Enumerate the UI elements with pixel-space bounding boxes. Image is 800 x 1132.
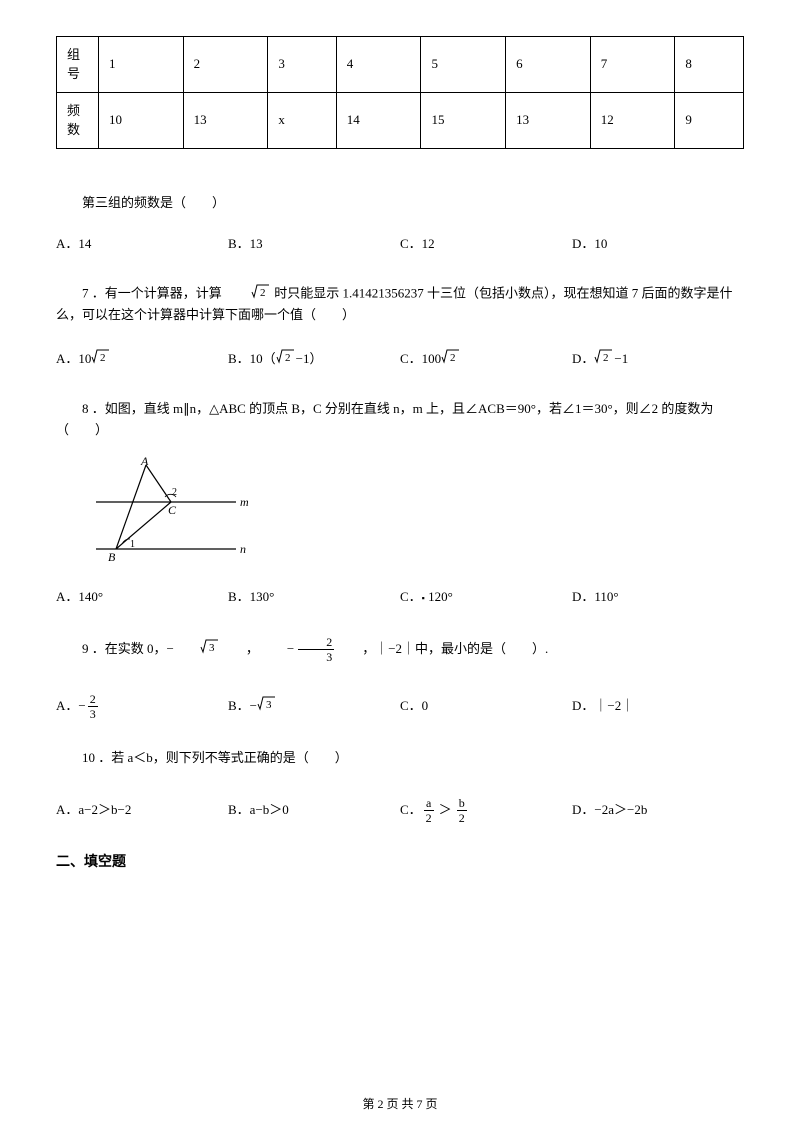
- q7-stem: 7 ．有一个计算器，计算 2 时只能显示 1.41421356237 十三位（包…: [56, 283, 744, 327]
- svg-text:m: m: [240, 495, 249, 509]
- cell: 9: [675, 93, 744, 149]
- option-a: A． − 23: [56, 693, 228, 720]
- svg-text:2: 2: [285, 352, 291, 364]
- q6-options: A．14 B．13 C．12 D．10: [56, 234, 744, 255]
- sqrt2-icon: 2: [276, 348, 296, 371]
- sqrt2-icon: 2: [441, 348, 461, 371]
- option-c: C．100 2: [400, 348, 572, 371]
- sqrt2-icon: 2: [225, 283, 271, 306]
- option-b: B．a−b＞0: [228, 797, 400, 824]
- option-a: A．14: [56, 234, 228, 255]
- svg-text:C: C: [168, 503, 177, 517]
- triangle-diagram-icon: A B C m n 1 2: [86, 457, 256, 567]
- q7-options: A．10 2 B．10（ 2 −1） C．100 2 D． 2 −1: [56, 348, 744, 371]
- cell: 3: [268, 37, 336, 93]
- fraction-icon: 23: [298, 636, 334, 663]
- table-row: 频数 10 13 x 14 15 13 12 9: [57, 93, 744, 149]
- option-c: C． a2 ＞ b2: [400, 797, 572, 824]
- cell: 7: [590, 37, 675, 93]
- cell: 4: [336, 37, 421, 93]
- cell: 1: [99, 37, 184, 93]
- option-c: C．0: [400, 693, 572, 720]
- sqrt3-icon: 3: [257, 695, 277, 718]
- svg-text:2: 2: [603, 352, 609, 364]
- option-a: A．10 2: [56, 348, 228, 371]
- option-a: A．a−2＞b−2: [56, 797, 228, 824]
- svg-text:B: B: [108, 550, 116, 564]
- option-c: C．▪ 120°: [400, 587, 572, 608]
- cell: 15: [421, 93, 506, 149]
- q9-options: A． − 23 B．− 3 C．0 D．｜−2｜: [56, 693, 744, 720]
- cell: 13: [183, 93, 268, 149]
- cell: 6: [506, 37, 591, 93]
- svg-text:2: 2: [260, 287, 266, 299]
- cell: 12: [590, 93, 675, 149]
- fraction-icon: 23: [88, 693, 98, 720]
- fraction-icon: b2: [457, 797, 467, 824]
- q10-stem: 10 ．若 a＜b，则下列不等式正确的是（ ）: [56, 748, 744, 769]
- svg-text:1: 1: [130, 539, 135, 550]
- svg-text:2: 2: [450, 352, 456, 364]
- svg-text:3: 3: [266, 699, 272, 711]
- svg-text:A: A: [140, 457, 149, 468]
- q8-stem: 8 ．如图，直线 m∥n，△ABC 的顶点 B，C 分别在直线 n，m 上，且∠…: [56, 399, 744, 441]
- sqrt2-icon: 2: [91, 348, 111, 371]
- cell: 14: [336, 93, 421, 149]
- q8-options: A．140° B．130° C．▪ 120° D．110°: [56, 587, 744, 608]
- q10-options: A．a−2＞b−2 B．a−b＞0 C． a2 ＞ b2 D．−2a＞−2b: [56, 797, 744, 824]
- fraction-icon: a2: [424, 797, 434, 824]
- cell: x: [268, 93, 336, 149]
- option-d: D． 2 −1: [572, 348, 744, 371]
- option-b: B．13: [228, 234, 400, 255]
- option-d: D．10: [572, 234, 744, 255]
- svg-text:3: 3: [209, 642, 215, 654]
- cell: 10: [99, 93, 184, 149]
- option-b: B．10（ 2 −1）: [228, 348, 400, 371]
- option-a: A．140°: [56, 587, 228, 608]
- svg-text:2: 2: [100, 352, 106, 364]
- option-d: D．−2a＞−2b: [572, 797, 744, 824]
- option-b: B．− 3: [228, 693, 400, 720]
- option-b: B．130°: [228, 587, 400, 608]
- q8-diagram: A B C m n 1 2: [86, 457, 744, 574]
- cell: 8: [675, 37, 744, 93]
- option-c: C．12: [400, 234, 572, 255]
- section-fill-blank-title: 二、填空题: [56, 852, 744, 874]
- sqrt3-icon: 3: [174, 638, 220, 661]
- q9-stem: 9 ．在实数 0，− 3 ， − 23 ，｜−2｜中，最小的是（ ）.: [56, 636, 744, 663]
- cell: 2: [183, 37, 268, 93]
- cell: 13: [506, 93, 591, 149]
- page-footer: 第 2 页 共 7 页: [0, 1095, 800, 1114]
- option-d: D．｜−2｜: [572, 693, 744, 720]
- sqrt2-icon: 2: [594, 348, 614, 371]
- table-row: 组号 1 2 3 4 5 6 7 8: [57, 37, 744, 93]
- cell: 5: [421, 37, 506, 93]
- q6-stem: 第三组的频数是（ ）: [56, 193, 744, 214]
- option-d: D．110°: [572, 587, 744, 608]
- svg-text:2: 2: [172, 487, 177, 498]
- row-label: 频数: [57, 93, 99, 149]
- row-label: 组号: [57, 37, 99, 93]
- svg-text:n: n: [240, 542, 246, 556]
- frequency-table: 组号 1 2 3 4 5 6 7 8 频数 10 13 x 14 15 13 1…: [56, 36, 744, 149]
